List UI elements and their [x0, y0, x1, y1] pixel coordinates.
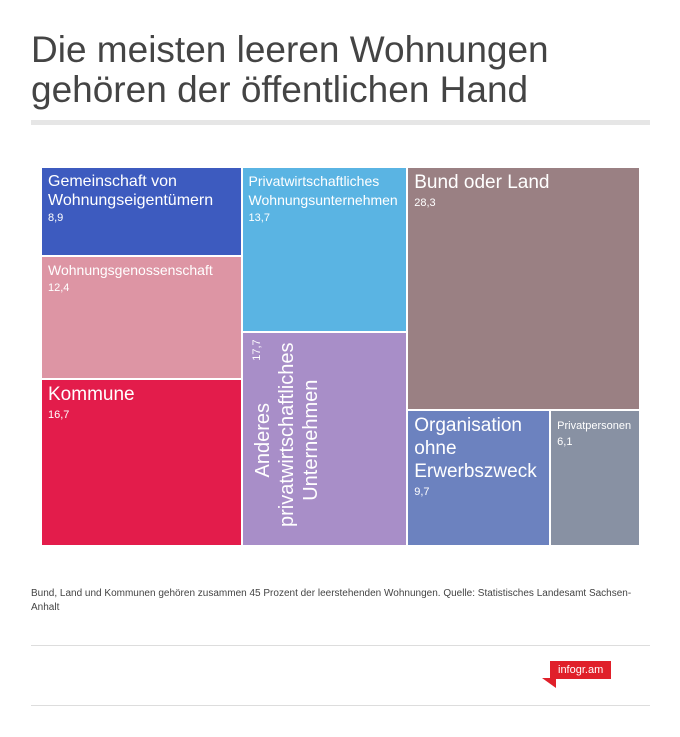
note: Bund, Land und Kommunen gehören zusammen… — [31, 588, 632, 613]
value-label: 28,3 — [414, 196, 436, 209]
chart-title: Die meisten leeren Wohnungen gehören der… — [31, 29, 549, 110]
cell-label-box: Organisation ohne Erwerbszweck 9,7 — [408, 411, 549, 503]
treemap-cell: Privatwirtschaftliches Wohnungsunternehm… — [241, 167, 408, 333]
category-label: Privatwirtschaftliches Wohnungsunternehm… — [248, 173, 398, 209]
category-label: Bund oder Land — [414, 172, 550, 193]
category-label: Privatpersonen — [557, 420, 632, 433]
cell-label-box: Bund oder Land 28,3 — [408, 168, 639, 214]
value-label: 6,1 — [557, 436, 573, 449]
category-label: Kommune — [48, 384, 135, 406]
treemap-cell: Organisation ohne Erwerbszweck 9,7 — [407, 410, 551, 546]
category-label: Organisation ohne Erwerbszweck — [414, 415, 537, 482]
cell-label-box: Gemeinschaft von Wohnungseigentümern 8,9 — [42, 168, 241, 230]
cell-label-box: Privatpersonen 6,1 — [551, 411, 639, 453]
source-logo: infogr.am — [550, 661, 612, 679]
value-label: 12,4 — [48, 281, 70, 294]
treemap-cell: Gemeinschaft von Wohnungseigentümern 8,9 — [41, 167, 242, 256]
treemap-cell: Anderes privatwirtschaftliches Unternehm… — [241, 332, 408, 546]
logo-tail — [542, 678, 556, 688]
cell-label-box: Kommune 16,7 — [42, 380, 241, 426]
treemap-cell: Wohnungsgenossenschaft 12,4 — [41, 255, 242, 380]
cell-label-box: Wohnungsgenossenschaft 12,4 — [42, 257, 241, 299]
treemap: Gemeinschaft von Wohnungseigentümern 8,9 W… — [41, 167, 640, 546]
cell-label-box: Privatwirtschaftliches Wohnungsunternehm… — [243, 168, 407, 230]
value-label: 17,7 — [250, 339, 263, 361]
treemap-cell: Bund oder Land 28,3 — [407, 167, 640, 411]
category-label: Wohnungsgenossenschaft — [48, 261, 213, 278]
cell-label-box: Anderes privatwirtschaftliches Unternehm… — [243, 333, 407, 545]
category-label: Gemeinschaft von Wohnungseigentümern — [48, 173, 214, 210]
value-label: 9,7 — [414, 485, 430, 498]
value-label: 13,7 — [248, 212, 270, 225]
value-label: 16,7 — [48, 409, 70, 422]
title-rule — [31, 120, 650, 125]
treemap-cell: Kommune 16,7 — [41, 379, 242, 546]
divider — [31, 645, 650, 646]
value-label: 8,9 — [48, 212, 64, 225]
category-label: Anderes privatwirtschaftliches Unternehm… — [251, 342, 322, 527]
treemap-cell: Privatpersonen 6,1 — [550, 410, 640, 546]
divider — [31, 705, 650, 706]
